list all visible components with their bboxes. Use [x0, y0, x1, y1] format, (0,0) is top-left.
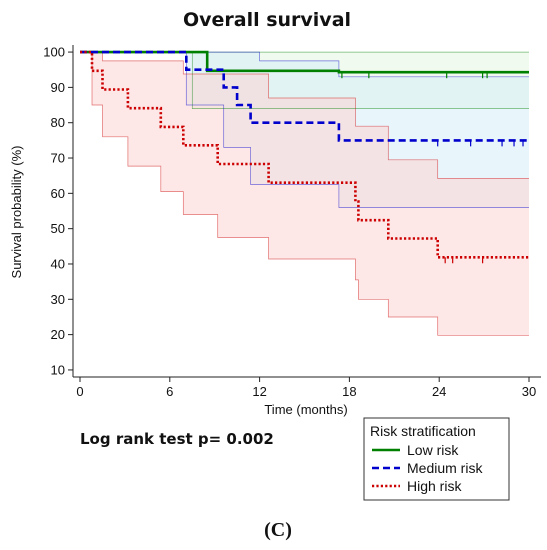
plot-area: 10 20 30 40 50 60 70 80 90 100 0 6 12 18 24 30 [43, 45, 541, 399]
legend-label-medium-risk: Medium risk [407, 460, 483, 476]
legend-box [363, 417, 510, 501]
legend-title: Risk stratification [370, 423, 476, 439]
y-tick-label-100: 100 [43, 45, 65, 60]
y-tick-label-40: 40 [51, 256, 65, 271]
y-tick-label-80: 80 [51, 115, 65, 130]
panel-label: (C) [264, 519, 292, 541]
y-tick-label-60: 60 [51, 186, 65, 201]
x-tick-label-0: 0 [76, 384, 83, 399]
y-tick-label-20: 20 [51, 327, 65, 342]
x-tick-label-6: 6 [166, 384, 173, 399]
legend-label-high-risk: High risk [407, 478, 462, 494]
ci-lower-medium-risk [80, 51, 529, 208]
y-tick-label-50: 50 [51, 221, 65, 236]
x-tick-label-30: 30 [522, 384, 536, 399]
y-tick-label-30: 30 [51, 292, 65, 307]
log-rank-annotation: Log rank test p= 0.002 [80, 430, 274, 448]
ci-upper-high-risk [80, 51, 529, 179]
y-tick-label-90: 90 [51, 80, 65, 95]
ci-band-high-risk [80, 52, 529, 336]
legend: Risk stratification Low risk Medium risk H… [363, 417, 510, 501]
x-tick-label-12: 12 [252, 384, 266, 399]
survival-curve-medium-risk [80, 50, 529, 142]
x-tick-label-24: 24 [432, 384, 446, 399]
ci-upper-medium-risk [80, 51, 529, 78]
legend-label-low-risk: Low risk [407, 442, 459, 458]
y-tick-label-10: 10 [51, 362, 65, 377]
chart-title: Overall survival [183, 9, 351, 31]
y-axis-label: Survival probability (%) [9, 146, 24, 279]
ci-lower-high-risk [80, 51, 529, 336]
x-axis-label: Time (months) [264, 402, 347, 417]
x-tick-label-18: 18 [342, 384, 356, 399]
y-tick-label-70: 70 [51, 151, 65, 166]
